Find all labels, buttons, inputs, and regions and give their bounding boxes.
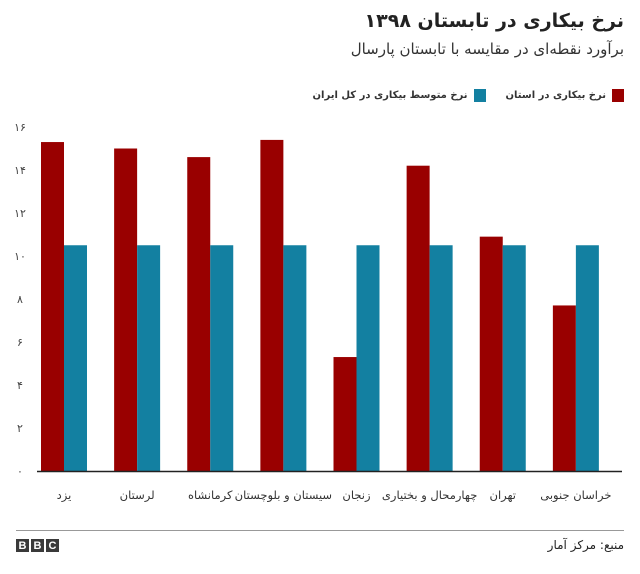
legend-swatch-province: [612, 88, 624, 102]
bar-province: [187, 157, 211, 471]
bar-national: [283, 245, 307, 471]
bar-province: [406, 165, 430, 471]
chart-subtitle: برآورد نقطه‌ای در مقایسه با تابستان پارس…: [350, 40, 624, 58]
y-tick-label: ۱۴: [14, 164, 26, 177]
bar-national: [502, 245, 526, 471]
bar-province: [114, 148, 138, 471]
bar-national: [356, 245, 380, 471]
chart-title: نرخ بیکاری در تابستان ۱۳۹۸: [364, 10, 624, 32]
bar-national: [210, 245, 234, 471]
legend: نرخ بیکاری در استان نرخ متوسط بیکاری در …: [293, 85, 624, 105]
bbc-logo: B B C: [16, 539, 61, 552]
legend-label-national: نرخ متوسط بیکاری در کل ایران: [312, 89, 468, 101]
x-tick-label: زنجان: [342, 488, 370, 503]
legend-item-province: نرخ بیکاری در استان: [505, 88, 624, 102]
y-tick-label: ۱۶: [14, 121, 26, 134]
x-tick-label: خراسان جنوبی: [540, 488, 611, 503]
bbc-logo-letter: C: [46, 539, 59, 552]
y-tick-label: ۴: [17, 379, 23, 392]
x-tick-label: لرستان: [120, 488, 155, 503]
bbc-logo-letter: B: [16, 539, 29, 552]
y-tick-label: ۶: [17, 336, 23, 349]
legend-swatch-national: [473, 88, 486, 102]
y-tick-label: ۲: [17, 422, 23, 435]
bar-national: [575, 245, 599, 471]
bar-province: [260, 139, 284, 471]
x-tick-label: تهران: [490, 488, 517, 503]
source-note: منبع: مرکز آمار: [547, 538, 624, 552]
bar-province: [333, 357, 357, 471]
bar-national: [429, 245, 453, 471]
x-tick-label: کرمانشاه: [188, 488, 233, 503]
x-tick-label: سیستان و بلوچستان: [235, 488, 332, 503]
bar-national: [64, 245, 87, 471]
x-tick-label: چهارمحال و بختیاری: [382, 488, 477, 503]
y-tick-label: ۸: [17, 293, 23, 306]
y-tick-label: ۱۲: [14, 207, 26, 220]
x-tick-label: یزد: [57, 488, 72, 503]
legend-label-province: نرخ بیکاری در استان: [505, 89, 606, 101]
bar-national: [137, 245, 161, 471]
y-tick-label: ۱۰: [14, 250, 26, 263]
bar-province: [552, 305, 576, 471]
footer-divider: [16, 530, 624, 531]
bbc-logo-letter: B: [31, 539, 44, 552]
bar-province: [41, 142, 64, 472]
y-tick-label: ۰: [17, 465, 23, 478]
legend-item-national: نرخ متوسط بیکاری در کل ایران: [312, 88, 486, 102]
bar-province: [479, 236, 503, 471]
